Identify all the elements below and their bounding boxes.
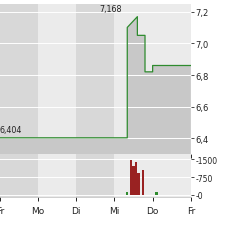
Bar (142, 170, 144, 195)
Bar (0, 5, 38, 155)
Bar (153, 5, 191, 155)
Bar (132, 167, 135, 195)
Bar (114, 5, 153, 155)
Bar (137, 174, 140, 195)
Bar (38, 5, 76, 155)
Bar (0, 155, 38, 198)
Bar (155, 192, 158, 195)
Bar (130, 160, 132, 195)
Text: 6,404: 6,404 (0, 125, 22, 134)
Text: 7,168: 7,168 (99, 5, 122, 14)
Bar (38, 155, 76, 198)
Bar (114, 155, 153, 198)
Bar (76, 5, 114, 155)
Bar (76, 155, 114, 198)
Bar (153, 155, 191, 198)
Bar (135, 162, 137, 195)
Bar (126, 192, 128, 195)
